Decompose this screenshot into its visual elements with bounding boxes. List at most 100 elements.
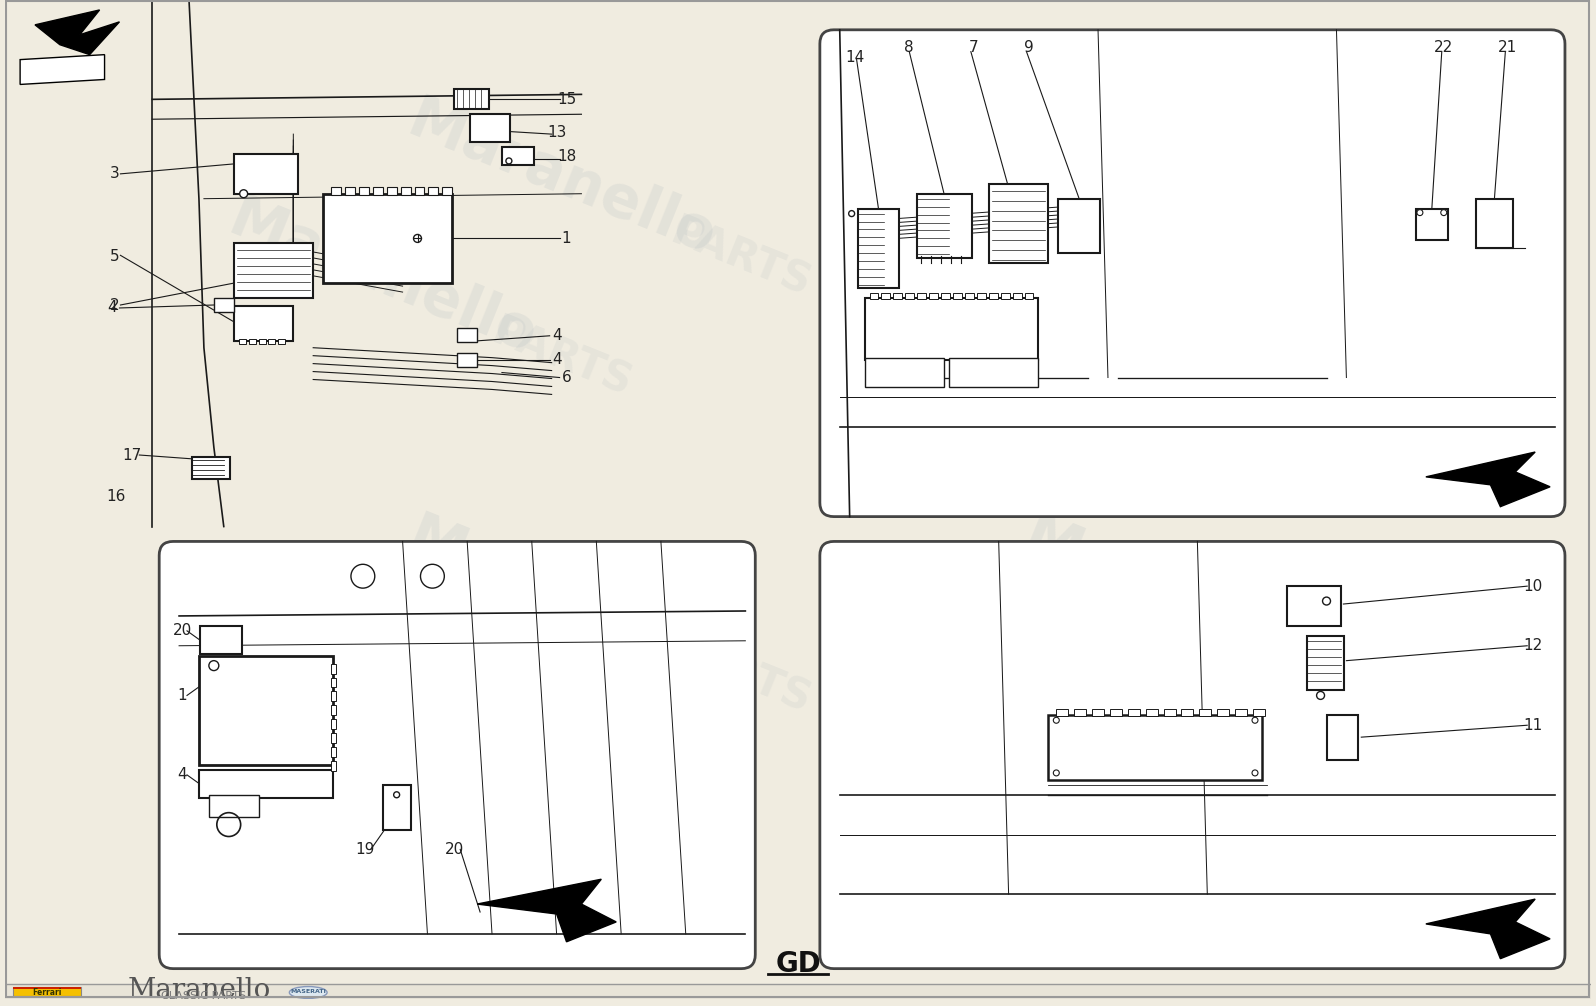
Bar: [386, 187, 397, 195]
Bar: [209, 795, 259, 817]
Bar: [415, 187, 425, 195]
Bar: [1199, 709, 1211, 716]
Polygon shape: [1425, 899, 1550, 959]
Text: 9: 9: [1023, 40, 1033, 55]
Circle shape: [239, 190, 247, 198]
Text: MASERATI: MASERATI: [290, 989, 326, 994]
FancyBboxPatch shape: [820, 30, 1566, 517]
Bar: [373, 187, 383, 195]
Circle shape: [506, 158, 512, 164]
Bar: [233, 306, 294, 341]
Bar: [1181, 709, 1194, 716]
Circle shape: [849, 210, 854, 216]
Text: Maranello: Maranello: [399, 92, 723, 267]
Bar: [1128, 709, 1140, 716]
Text: CLASSIC PARTS: CLASSIC PARTS: [161, 992, 246, 1001]
Bar: [865, 298, 1039, 359]
Text: PARTS: PARTS: [1101, 311, 1254, 404]
Bar: [428, 187, 439, 195]
Text: Ferrari: Ferrari: [32, 988, 62, 997]
Circle shape: [1251, 770, 1258, 776]
Bar: [1001, 293, 1010, 299]
Bar: [330, 719, 337, 729]
Circle shape: [394, 792, 399, 798]
Circle shape: [1251, 717, 1258, 723]
Text: 22: 22: [1435, 40, 1454, 55]
Bar: [214, 298, 233, 312]
Text: 4: 4: [552, 328, 562, 343]
Circle shape: [1053, 717, 1060, 723]
Text: 1: 1: [562, 231, 571, 245]
Bar: [1012, 293, 1021, 299]
Text: 11: 11: [1524, 717, 1543, 732]
Bar: [1235, 709, 1246, 716]
Text: PARTS: PARTS: [1101, 727, 1254, 822]
Text: 20: 20: [445, 842, 464, 857]
Bar: [200, 770, 334, 798]
Text: 4: 4: [107, 301, 118, 316]
Text: 20: 20: [172, 624, 192, 639]
Circle shape: [1317, 691, 1325, 699]
Text: 3: 3: [110, 166, 120, 181]
Text: 15: 15: [557, 92, 576, 107]
Bar: [870, 293, 878, 299]
Text: 18: 18: [557, 150, 576, 164]
Bar: [865, 358, 945, 387]
Bar: [200, 626, 241, 654]
Bar: [977, 293, 986, 299]
Bar: [1253, 709, 1266, 716]
Circle shape: [1417, 209, 1424, 215]
Bar: [259, 339, 265, 344]
Text: Maranello: Maranello: [836, 608, 1160, 783]
Text: 16: 16: [107, 489, 126, 504]
Bar: [1146, 709, 1157, 716]
Bar: [268, 339, 276, 344]
Polygon shape: [21, 54, 105, 85]
Bar: [1326, 715, 1358, 760]
Bar: [5, 984, 1591, 999]
Bar: [322, 194, 452, 283]
Text: 17: 17: [123, 448, 142, 463]
Bar: [918, 293, 926, 299]
Circle shape: [1441, 209, 1446, 215]
Bar: [455, 90, 488, 110]
Bar: [857, 208, 899, 288]
Circle shape: [1323, 598, 1331, 605]
Bar: [990, 184, 1049, 264]
Text: Maranello: Maranello: [128, 977, 271, 1004]
Text: Maranello: Maranello: [1015, 92, 1339, 267]
Polygon shape: [1425, 452, 1550, 507]
Ellipse shape: [289, 987, 327, 998]
Bar: [278, 339, 286, 344]
Text: PARTS: PARTS: [485, 727, 638, 822]
Bar: [13, 987, 81, 997]
FancyBboxPatch shape: [820, 541, 1566, 969]
Circle shape: [209, 661, 219, 671]
Bar: [1058, 199, 1100, 254]
Polygon shape: [477, 879, 616, 942]
Text: PARTS: PARTS: [664, 629, 817, 722]
Bar: [1074, 709, 1087, 716]
Bar: [330, 691, 337, 701]
Bar: [239, 339, 246, 344]
Circle shape: [413, 234, 421, 242]
Bar: [383, 785, 410, 830]
Bar: [929, 293, 938, 299]
Bar: [1092, 709, 1104, 716]
Text: 19: 19: [356, 842, 375, 857]
Bar: [345, 187, 354, 195]
Bar: [330, 187, 342, 195]
Text: PARTS: PARTS: [1280, 211, 1433, 306]
Bar: [233, 154, 298, 194]
Bar: [330, 761, 337, 771]
Text: 14: 14: [844, 50, 865, 65]
Bar: [233, 243, 313, 298]
Bar: [192, 457, 230, 479]
Text: 5: 5: [110, 248, 120, 264]
Bar: [359, 187, 369, 195]
Text: 8: 8: [905, 40, 915, 55]
Bar: [881, 293, 891, 299]
Text: 1: 1: [177, 688, 187, 703]
Bar: [330, 678, 337, 687]
Bar: [1286, 586, 1341, 626]
